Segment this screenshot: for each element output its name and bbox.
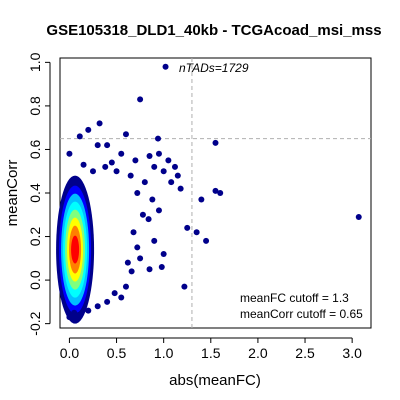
- data-point: [355, 213, 362, 220]
- data-point: [108, 159, 115, 166]
- ntads-annotation: nTADs=1729: [179, 61, 249, 75]
- plot-frame: [59, 57, 372, 329]
- y-tick-label: 0.2: [27, 227, 43, 247]
- y-tick-label: 0.4: [27, 183, 43, 203]
- x-tick-label: 0.0: [60, 345, 80, 361]
- data-point: [118, 294, 125, 301]
- data-point: [141, 179, 148, 186]
- data-point: [85, 126, 92, 133]
- data-point: [193, 229, 200, 236]
- density-layer: [56, 175, 95, 324]
- data-point: [174, 172, 181, 179]
- data-point: [122, 283, 129, 290]
- data-point: [198, 196, 205, 203]
- data-point: [155, 150, 162, 157]
- y-tick-label: 0.8: [27, 96, 43, 116]
- data-point: [137, 255, 144, 262]
- data-point: [203, 237, 210, 244]
- x-tick-label: 2.0: [248, 345, 268, 361]
- data-point: [102, 163, 109, 170]
- data-point: [171, 163, 178, 170]
- data-point: [130, 229, 137, 236]
- data-point: [151, 237, 158, 244]
- x-tick-label: 1.5: [201, 345, 221, 361]
- y-tick-label: 1.0: [27, 52, 43, 72]
- data-point: [118, 150, 125, 157]
- data-point: [137, 96, 144, 103]
- data-point: [85, 307, 92, 314]
- fc-cutoff-annotation: meanFC cutoff = 1.3: [240, 291, 349, 305]
- data-point: [212, 139, 219, 146]
- data-point: [128, 268, 135, 275]
- data-point: [139, 211, 146, 218]
- data-point: [94, 303, 101, 310]
- data-point: [132, 157, 139, 164]
- data-point: [122, 131, 129, 138]
- data-point: [168, 179, 175, 186]
- data-point: [124, 259, 131, 266]
- corr-cutoff-annotation: meanCorr cutoff = 0.65: [240, 307, 363, 321]
- chart-title: GSE105318_DLD1_40kb - TCGAcoad_msi_mss: [46, 22, 381, 39]
- x-tick-label: 0.5: [107, 345, 127, 361]
- y-axis-label: meanCorr: [4, 160, 21, 227]
- data-point: [160, 168, 167, 175]
- data-point: [134, 190, 141, 196]
- x-tick-label: 3.0: [342, 345, 362, 361]
- data-point: [66, 314, 73, 321]
- data-point: [76, 133, 83, 140]
- data-point: [145, 216, 152, 223]
- cutoff-lines: [60, 58, 371, 328]
- y-tick-label: 0.0: [27, 270, 43, 290]
- outlier-points: [66, 63, 362, 321]
- data-point: [66, 150, 73, 157]
- data-point: [160, 250, 167, 257]
- x-axis-label: abs(meanFC): [169, 372, 261, 389]
- data-point: [71, 309, 78, 316]
- data-point: [134, 244, 141, 251]
- data-point: [146, 152, 153, 159]
- data-point: [146, 266, 153, 273]
- data-point: [184, 224, 191, 231]
- data-point: [104, 142, 111, 149]
- data-point: [113, 168, 120, 175]
- data-point: [158, 264, 165, 271]
- y-axis: -0.2 0.0 0.2 0.4 0.6 0.8 1.0: [27, 52, 51, 336]
- y-tick-label: 0.6: [27, 140, 43, 160]
- density-ring-7: [71, 235, 80, 264]
- data-point: [155, 135, 162, 142]
- data-point: [104, 298, 111, 305]
- data-point: [94, 142, 101, 149]
- x-axis: 0.0 0.5 1.0 1.5 2.0 2.5 3.0: [60, 337, 362, 361]
- x-tick-label: 2.5: [295, 345, 315, 361]
- data-point: [149, 196, 156, 203]
- x-tick-label: 1.0: [154, 345, 174, 361]
- data-point: [212, 187, 219, 194]
- data-point: [155, 207, 162, 214]
- data-point: [151, 163, 158, 170]
- data-point: [80, 161, 87, 168]
- y-tick-label: -0.2: [27, 311, 43, 335]
- data-point: [96, 120, 103, 127]
- data-point: [217, 190, 224, 196]
- data-point: [165, 157, 172, 164]
- data-point: [127, 172, 134, 179]
- data-point: [111, 290, 118, 297]
- data-point: [181, 283, 188, 290]
- data-point: [75, 311, 82, 318]
- data-point: [162, 63, 169, 70]
- data-point: [177, 185, 184, 192]
- data-point: [89, 168, 96, 175]
